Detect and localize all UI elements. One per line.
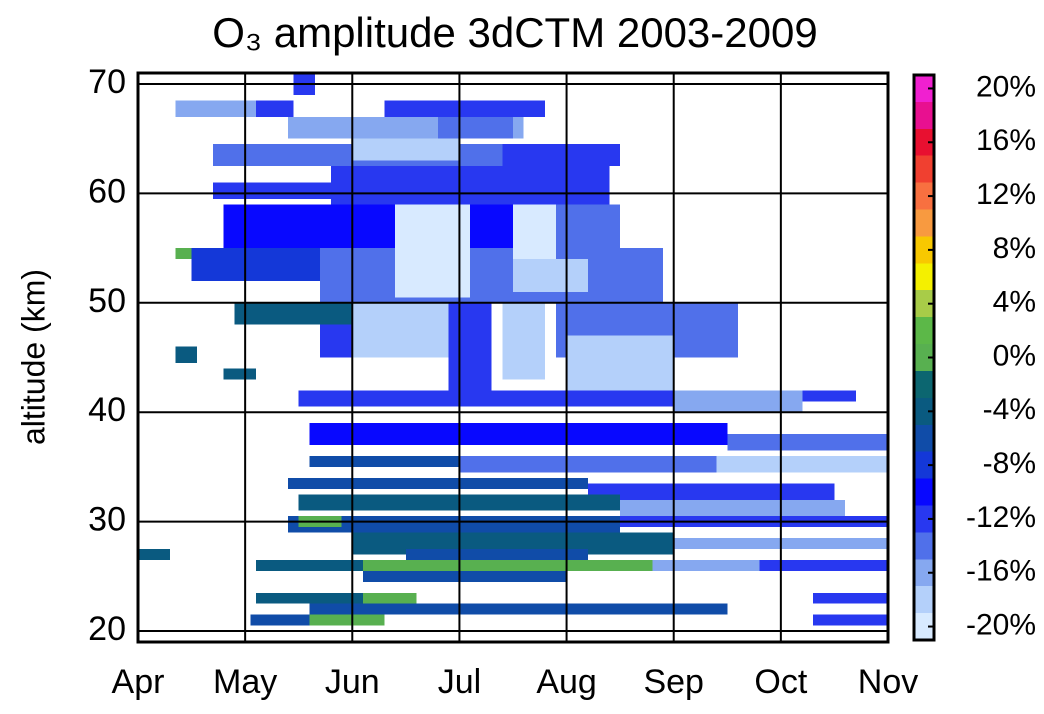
heat-cell <box>673 390 803 413</box>
y-tick-label: 70 <box>88 63 126 101</box>
x-tick-label: Nov <box>858 663 918 701</box>
x-tick-label: Aug <box>536 663 597 701</box>
colorbar-band <box>914 532 934 560</box>
chart-title: O₃ amplitude 3dCTM 2003-2009 <box>212 9 817 56</box>
y-tick-label: 50 <box>88 282 126 320</box>
heat-cell <box>191 248 321 281</box>
heat-cell <box>223 368 256 380</box>
heat-cell <box>620 499 846 517</box>
heat-cell <box>502 302 546 380</box>
colorbar-tick-label: -8% <box>983 447 1036 480</box>
x-tick-label: Oct <box>754 663 807 701</box>
colorbar-band <box>914 263 934 291</box>
heat-cell <box>502 144 621 167</box>
colorbar-band <box>914 317 934 345</box>
x-tick-label: Jul <box>438 663 481 701</box>
colorbar-band <box>914 559 934 587</box>
colorbar-band <box>914 101 934 129</box>
x-tick-label: Sep <box>643 663 704 701</box>
heat-cell <box>298 390 674 407</box>
colorbar-band <box>914 424 934 452</box>
heat-cell <box>813 614 888 626</box>
heat-cell <box>213 182 331 199</box>
colorbar-band <box>914 182 934 210</box>
y-tick-label: 20 <box>88 610 126 648</box>
heat-cell <box>459 455 717 473</box>
colorbar-tick-label: 12% <box>976 178 1036 211</box>
heat-cell <box>320 248 663 303</box>
heat-cell <box>250 614 310 626</box>
heat-cell <box>513 259 588 292</box>
colorbar-band <box>914 397 934 425</box>
colorbar-band <box>914 75 934 102</box>
heat-cell <box>175 100 262 117</box>
heat-cell <box>309 603 728 615</box>
colorbar-band <box>914 344 934 371</box>
heat-cell <box>309 423 728 446</box>
heat-cell <box>363 559 653 571</box>
heat-cell <box>384 100 546 117</box>
colorbar-tick-label: 8% <box>993 232 1036 265</box>
colorbar-tick-label: -20% <box>966 608 1036 641</box>
colorbar-band <box>914 478 934 506</box>
colorbar-tick-label: 0% <box>993 339 1036 372</box>
heat-cell <box>759 559 888 571</box>
colorbar-band <box>914 451 934 479</box>
heat-cell <box>802 390 856 402</box>
colorbar-band <box>914 209 934 237</box>
colorbar-band <box>914 505 934 533</box>
colorbar-band <box>914 613 934 640</box>
colorbar-band <box>914 370 934 398</box>
colorbar-tick-label: 4% <box>993 286 1036 319</box>
x-tick-label: Apr <box>112 663 165 701</box>
y-tick-label: 30 <box>88 501 126 539</box>
heat-cell <box>438 116 513 139</box>
heat-cell <box>363 570 567 582</box>
heat-cell <box>330 166 610 205</box>
colorbar-band <box>914 290 934 318</box>
heat-cell <box>813 592 888 604</box>
colorbar-band <box>914 236 934 264</box>
heat-cell <box>309 614 385 626</box>
heat-cell <box>716 455 888 473</box>
colorbar-tick-label: -16% <box>966 555 1036 588</box>
heat-cell <box>448 302 492 402</box>
heat-cell <box>727 434 888 451</box>
colorbar-band <box>914 128 934 156</box>
heat-cell <box>288 516 621 533</box>
heat-cell <box>352 302 449 358</box>
colorbar-band <box>914 155 934 183</box>
heat-cell <box>588 483 835 500</box>
heat-cell <box>175 346 197 363</box>
heat-cell <box>255 592 363 604</box>
x-tick-label: May <box>213 663 277 701</box>
y-tick-label: 40 <box>88 391 126 429</box>
heat-cell <box>395 204 471 298</box>
heat-cell <box>138 548 171 560</box>
colorbar-tick-label: 16% <box>976 124 1036 157</box>
heat-cell <box>652 559 760 571</box>
colorbar-tick-label: 20% <box>976 70 1036 103</box>
heat-cell <box>234 302 363 325</box>
heat-cell <box>363 592 417 604</box>
colorbar-tick-label: -4% <box>983 393 1036 426</box>
heat-cell <box>309 455 460 467</box>
y-tick-label: 60 <box>88 172 126 210</box>
y-axis-label: altitude (km) <box>15 269 51 445</box>
heat-cell <box>566 335 674 391</box>
heat-cell <box>255 100 294 117</box>
plot-frame <box>136 71 890 644</box>
heat-cell <box>405 548 588 560</box>
colorbar-band <box>914 586 934 614</box>
heat-cell <box>352 138 460 161</box>
heat-cell <box>288 477 588 489</box>
colorbar-tick-label: -12% <box>966 501 1036 534</box>
heat-cell <box>255 559 363 571</box>
heat-cell <box>175 248 192 260</box>
x-tick-label: Jun <box>325 663 380 701</box>
